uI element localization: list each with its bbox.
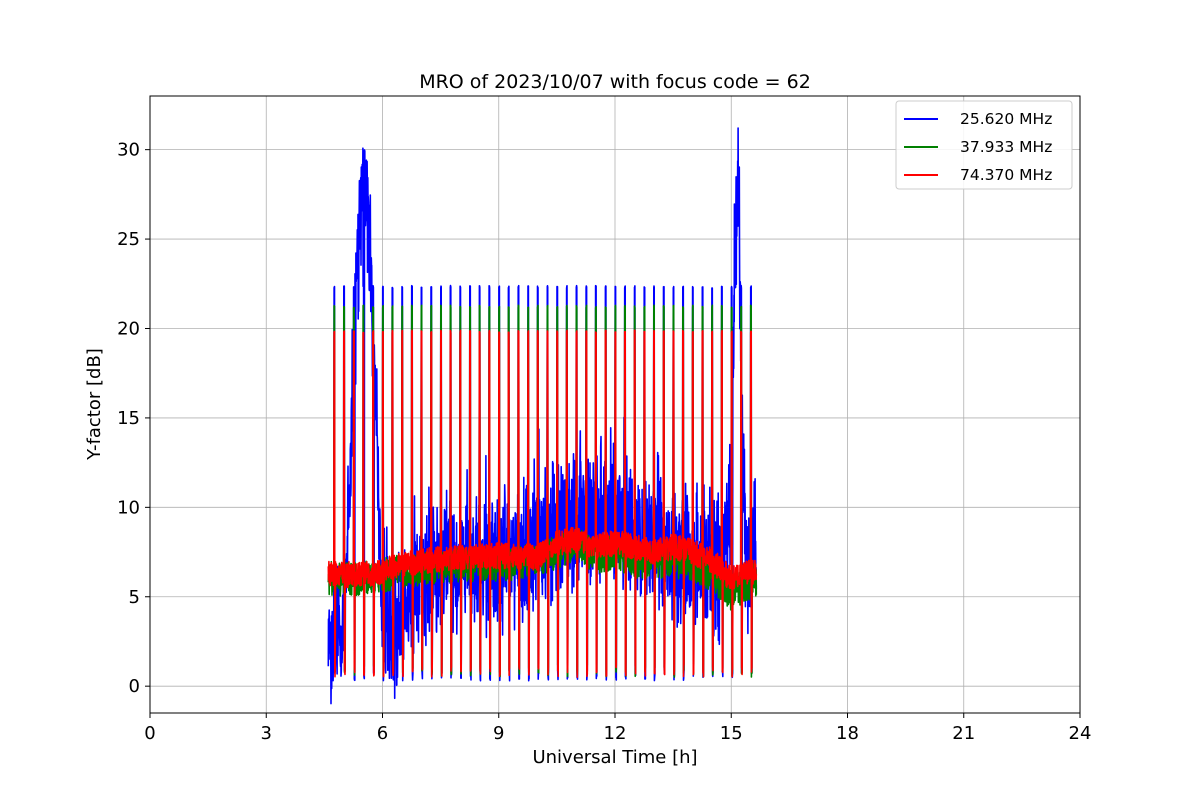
y-tick-label: 5 (129, 587, 140, 608)
x-tick-label: 21 (952, 723, 975, 744)
x-tick-label: 24 (1069, 723, 1092, 744)
y-tick-label: 10 (117, 497, 140, 518)
y-tick-label: 30 (117, 140, 140, 161)
y-axis: 0 5 10 15 20 25 30 (117, 140, 150, 697)
series-layer (327, 127, 758, 705)
legend-label-3: 74.370 MHz (960, 166, 1052, 184)
y-tick-label: 15 (117, 408, 140, 429)
legend-frame (895, 100, 1073, 190)
y-tick-label: 0 (129, 676, 140, 697)
x-tick-label: 15 (720, 723, 743, 744)
series-line-3 (327, 329, 758, 678)
x-tick-label: 6 (377, 723, 388, 744)
x-tick-label: 3 (261, 723, 272, 744)
legend-label-2: 37.933 MHz (960, 138, 1052, 156)
x-tick-label: 12 (604, 723, 627, 744)
legend-label-1: 25.620 MHz (960, 110, 1052, 128)
y-tick-label: 25 (117, 229, 140, 250)
x-tick-label: 18 (836, 723, 859, 744)
x-tick-label: 0 (144, 723, 155, 744)
x-axis-label: Universal Time [h] (532, 747, 697, 768)
y-axis-label: Y-factor [dB] (84, 348, 105, 461)
x-axis: 0 3 6 9 12 15 18 21 24 (144, 713, 1091, 744)
y-tick-label: 20 (117, 318, 140, 339)
x-tick-label: 9 (493, 723, 504, 744)
chart-title: MRO of 2023/10/07 with focus code = 62 (419, 71, 811, 93)
legend: 25.620 MHz 37.933 MHz 74.370 MHz (895, 100, 1073, 190)
